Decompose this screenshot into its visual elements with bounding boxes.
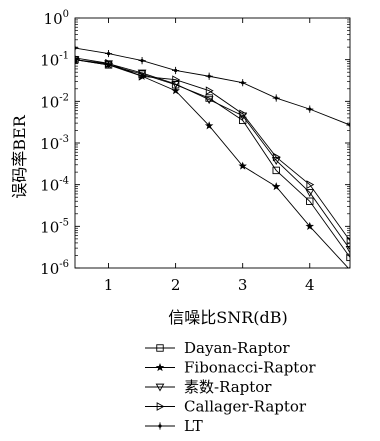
series-Fibonacci-Raptor (75, 55, 350, 268)
y-tick-base: 10 (40, 52, 59, 70)
y-tick-label: 10-4 (40, 176, 69, 195)
series-line (75, 47, 350, 126)
y-tick-base: 10 (40, 177, 59, 195)
series-line (75, 57, 350, 242)
y-tick-exponent: -4 (59, 176, 69, 187)
x-tick-label: 2 (171, 276, 181, 294)
data-point (306, 197, 314, 205)
data-point (272, 166, 280, 175)
legend-entry: 素数-Raptor (145, 378, 272, 396)
legend-marker (156, 344, 164, 352)
data-point (205, 86, 214, 96)
y-tick-base: 10 (40, 93, 59, 111)
data-point (306, 180, 315, 190)
legend-label: Callager-Raptor (184, 398, 307, 416)
series-Dayan-Raptor (75, 55, 350, 262)
y-tick-base: 10 (44, 10, 63, 28)
series-layer (75, 44, 350, 268)
legend-label: 素数-Raptor (184, 378, 272, 396)
x-tick-label: 4 (305, 276, 315, 294)
legend-entry: Fibonacci-Raptor (145, 359, 316, 377)
y-tick-exponent: -1 (59, 51, 69, 62)
legend-label: LT (184, 417, 203, 435)
series-Callager-Raptor (75, 55, 350, 246)
data-point (105, 58, 114, 68)
data-point (138, 71, 147, 81)
data-point (272, 152, 281, 162)
data-point (204, 96, 214, 105)
data-point (239, 109, 248, 119)
legend-label: Dayan-Raptor (184, 339, 290, 357)
x-tick-label: 3 (238, 276, 248, 294)
legend-marker (156, 422, 164, 430)
legend-marker (155, 383, 165, 392)
data-point (306, 105, 314, 113)
data-point (171, 80, 180, 89)
x-tick-label: 1 (104, 276, 114, 294)
y-axis-label: 误码率BER (10, 114, 29, 198)
y-tick-label: 10-2 (40, 92, 69, 111)
data-point (346, 121, 350, 129)
y-tick-label: 10-3 (40, 134, 69, 153)
data-point (171, 86, 180, 95)
legend-label: Fibonacci-Raptor (184, 359, 316, 377)
data-point (305, 221, 314, 230)
y-tick-base: 10 (40, 135, 59, 153)
legend-marker (155, 363, 165, 372)
y-tick-label: 10-5 (40, 217, 69, 236)
data-point (104, 49, 113, 58)
data-point (238, 161, 247, 170)
y-tick-exponent: -6 (59, 259, 69, 270)
data-point (271, 182, 281, 191)
data-point (172, 75, 181, 85)
legend-entry: Callager-Raptor (145, 398, 307, 416)
x-axis-label: 信噪比SNR(dB) (168, 308, 288, 327)
data-point (305, 189, 315, 197)
y-tick-label: 100 (44, 9, 69, 28)
series-LT (75, 44, 350, 129)
y-tick-base: 10 (40, 218, 59, 236)
series-line (75, 59, 350, 250)
data-point (172, 66, 180, 75)
data-point (204, 121, 214, 130)
legend-entry: LT (145, 417, 203, 435)
data-point (138, 56, 146, 65)
y-tick-exponent: 0 (63, 9, 69, 20)
y-tick-exponent: -2 (59, 92, 69, 103)
data-point (346, 236, 350, 246)
legend-marker (156, 402, 165, 411)
y-tick-exponent: -5 (59, 217, 69, 228)
series-素数-Raptor (75, 56, 350, 254)
y-tick-base: 10 (40, 260, 59, 278)
data-point (239, 79, 247, 87)
y-tick-label: 10-1 (40, 51, 69, 70)
y-tick-label: 10-6 (40, 259, 69, 278)
legend-entry: Dayan-Raptor (145, 339, 290, 357)
data-point (346, 253, 350, 262)
data-point (345, 246, 350, 254)
data-point (272, 94, 280, 102)
data-point (205, 72, 213, 80)
y-tick-exponent: -3 (59, 134, 69, 145)
data-point (75, 44, 79, 52)
